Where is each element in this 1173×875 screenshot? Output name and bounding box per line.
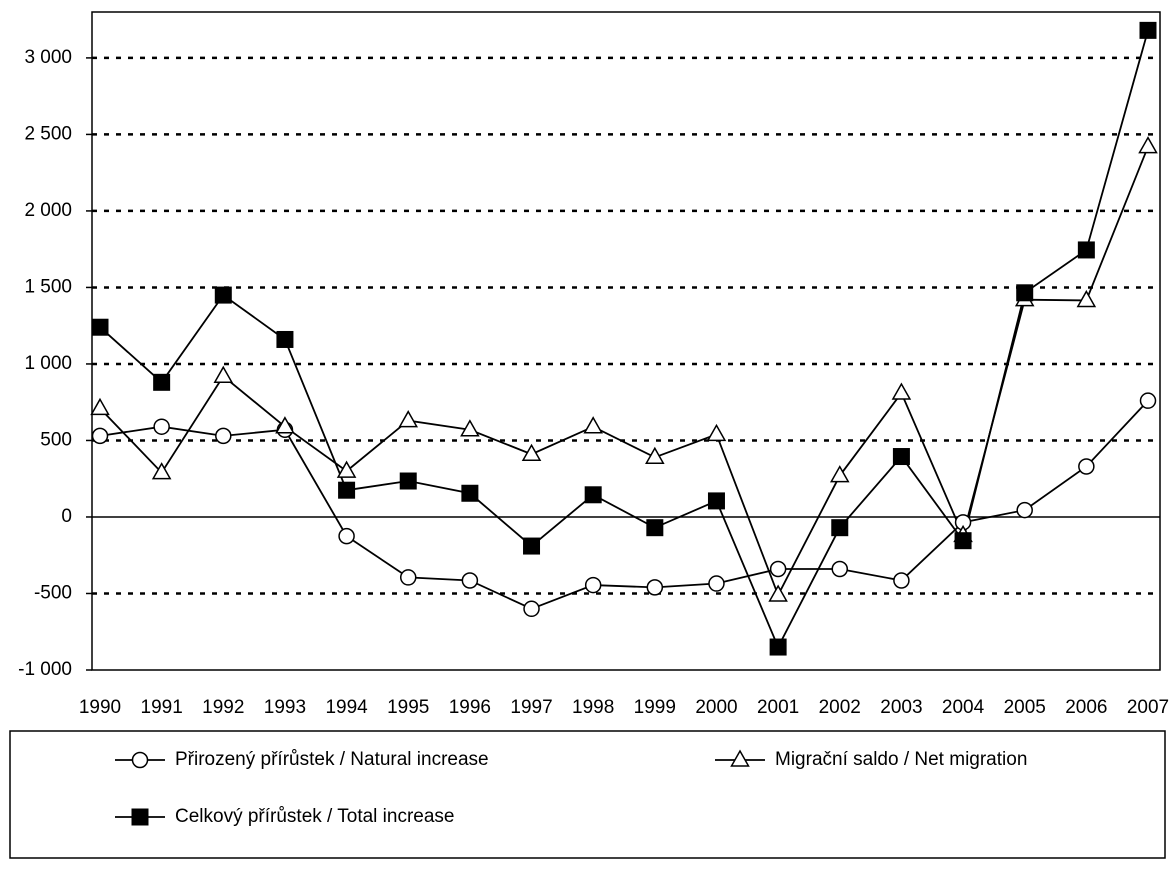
y-tick-label: 500 bbox=[40, 429, 72, 450]
data-point bbox=[1016, 284, 1034, 302]
data-point bbox=[275, 416, 295, 434]
data-point bbox=[1139, 21, 1157, 39]
data-point bbox=[831, 560, 849, 578]
data-point bbox=[1077, 241, 1095, 259]
legend-label: Migrační saldo / Net migration bbox=[775, 749, 1027, 770]
data-point bbox=[214, 286, 232, 304]
data-point bbox=[399, 569, 417, 586]
x-tick-label: 1999 bbox=[634, 697, 676, 718]
series-line bbox=[99, 400, 1149, 610]
x-tick-label: 2004 bbox=[942, 697, 985, 718]
data-point bbox=[768, 584, 788, 602]
legend-marker bbox=[131, 808, 149, 826]
data-point bbox=[1139, 392, 1157, 409]
data-point bbox=[523, 600, 540, 618]
y-tick-label: -500 bbox=[34, 583, 72, 604]
data-point bbox=[153, 373, 171, 391]
data-point bbox=[460, 419, 480, 437]
data-point bbox=[893, 572, 910, 589]
data-point bbox=[831, 519, 849, 537]
x-tick-label: 1996 bbox=[449, 697, 491, 718]
data-point bbox=[706, 423, 727, 442]
data-point bbox=[91, 318, 109, 336]
x-tick-label: 1995 bbox=[387, 697, 429, 718]
data-point bbox=[1078, 458, 1095, 475]
x-tick-label: 2005 bbox=[1004, 697, 1046, 718]
data-point bbox=[583, 416, 603, 434]
legend-label: Celkový přírůstek / Total increase bbox=[175, 806, 455, 827]
x-tick-label: 1991 bbox=[141, 697, 183, 718]
x-tick-label: 1998 bbox=[572, 697, 614, 718]
data-point bbox=[891, 382, 912, 400]
x-tick-label: 2001 bbox=[757, 697, 799, 718]
data-point bbox=[1016, 501, 1033, 519]
x-tick-label: 1994 bbox=[325, 697, 368, 718]
data-point bbox=[646, 519, 664, 537]
data-point bbox=[521, 443, 542, 461]
series-line bbox=[99, 146, 1149, 598]
data-point bbox=[584, 486, 602, 504]
y-tick-label: -1 000 bbox=[18, 659, 72, 680]
x-tick-label: 1997 bbox=[510, 697, 552, 718]
data-point bbox=[153, 418, 170, 435]
data-point bbox=[769, 560, 787, 578]
data-point bbox=[954, 532, 972, 550]
series-line bbox=[99, 30, 1149, 650]
y-tick-label: 0 bbox=[61, 506, 72, 527]
data-point bbox=[1138, 136, 1158, 154]
legend-frame bbox=[9, 730, 1166, 859]
x-tick-label: 2006 bbox=[1065, 697, 1107, 718]
data-point bbox=[338, 527, 355, 545]
data-point bbox=[461, 572, 479, 589]
data-point bbox=[1076, 289, 1097, 308]
data-point bbox=[213, 365, 234, 383]
y-tick-label: 1 500 bbox=[24, 276, 72, 297]
data-point bbox=[90, 397, 110, 416]
data-point bbox=[829, 465, 850, 483]
x-tick-label: 2000 bbox=[695, 697, 737, 718]
y-tick-label: 2 500 bbox=[24, 123, 72, 144]
x-tick-label: 1992 bbox=[202, 697, 244, 718]
data-point bbox=[461, 484, 479, 502]
x-tick-label: 2007 bbox=[1127, 697, 1169, 718]
data-point bbox=[769, 638, 787, 656]
legend-label: Přirozený přírůstek / Natural increase bbox=[175, 749, 489, 770]
data-point bbox=[398, 410, 419, 428]
x-tick-label: 2003 bbox=[880, 697, 922, 718]
x-tick-label: 1993 bbox=[264, 697, 306, 718]
data-point bbox=[91, 427, 109, 445]
plot-frame bbox=[91, 11, 1161, 671]
y-tick-label: 3 000 bbox=[24, 47, 72, 68]
data-point bbox=[646, 579, 664, 596]
data-point bbox=[276, 330, 294, 348]
data-point bbox=[215, 427, 232, 445]
data-point bbox=[584, 576, 602, 594]
legend-marker bbox=[131, 751, 149, 769]
x-tick-label: 1990 bbox=[79, 697, 121, 718]
y-tick-label: 2 000 bbox=[24, 200, 72, 221]
x-tick-label: 2002 bbox=[819, 697, 861, 718]
data-point bbox=[523, 537, 541, 555]
data-point bbox=[645, 446, 665, 465]
data-point bbox=[151, 462, 172, 480]
data-point bbox=[708, 575, 725, 592]
data-point bbox=[892, 448, 910, 466]
data-point bbox=[399, 472, 417, 490]
legend-marker bbox=[730, 749, 750, 767]
data-point bbox=[336, 460, 357, 478]
data-point bbox=[707, 492, 725, 510]
data-point bbox=[338, 481, 356, 499]
y-tick-label: 1 000 bbox=[24, 353, 72, 374]
